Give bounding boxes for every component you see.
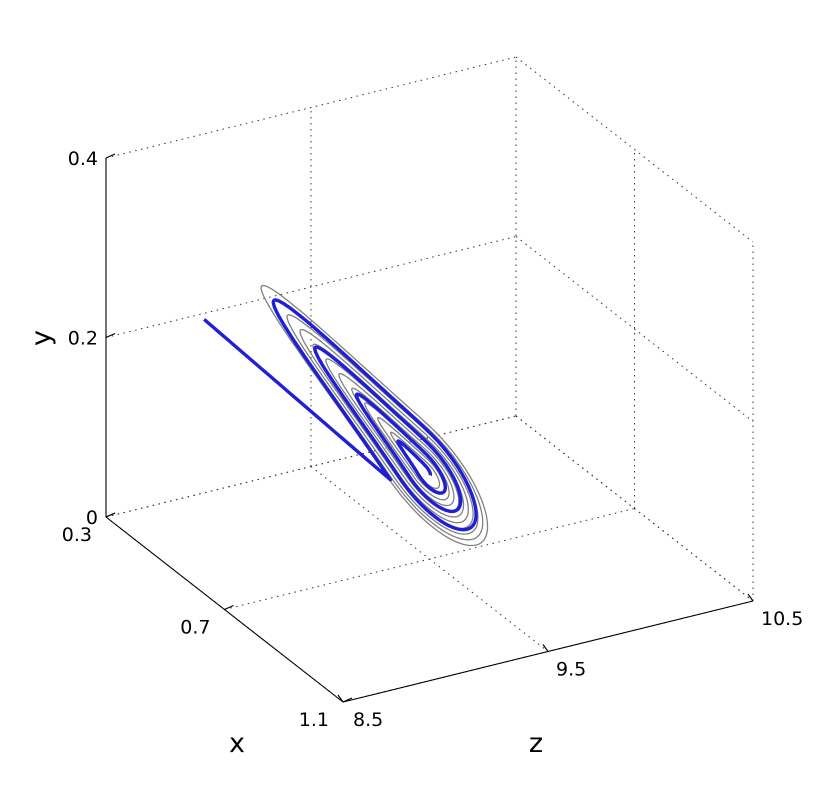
z-tick-mark (542, 644, 549, 652)
z-tick-label: 8.5 (353, 709, 383, 731)
grid-line-floor-z-2 (515, 415, 754, 602)
labels-layer: x z y 0 0.2 0.4 0.3 0.7 1.1 8.5 9.5 10.5 (26, 148, 803, 759)
z-axis-label: z (529, 728, 543, 759)
grid-line-back-y-2 (105, 56, 517, 159)
z-tick-label: 9.5 (556, 659, 586, 681)
x-axis-label: x (229, 728, 245, 759)
x-tick-mark (224, 604, 234, 611)
gray-trajectory-curve (299, 328, 474, 530)
grid-line-back-y-1 (105, 236, 517, 338)
y-tick-mark (105, 153, 116, 159)
z-tick-mark (747, 593, 754, 602)
x-tick-label: 0.7 (180, 617, 210, 639)
gray-trajectory-curve (260, 284, 489, 547)
grid-layer (105, 56, 754, 703)
grid-line-side-y-1 (515, 236, 754, 422)
grid-line-floor-z-1 (310, 466, 549, 652)
grid-line-side-y-2 (515, 56, 754, 243)
y-tick-mark (105, 332, 116, 339)
y-tick-label: 0 (86, 507, 98, 529)
x-tick-mark (342, 697, 353, 703)
z-tick-mark (337, 694, 344, 703)
blue-trajectory-curve (203, 298, 478, 532)
x-tick-mark (105, 512, 116, 518)
y-tick-label: 0.2 (68, 328, 98, 350)
y-axis-label: y (26, 330, 57, 346)
axes-layer (105, 153, 754, 703)
z-tick-label: 10.5 (761, 608, 803, 630)
data-layer (203, 284, 489, 547)
x-tick-label: 0.3 (62, 524, 92, 546)
y-tick-label: 0.4 (68, 148, 98, 170)
x-tick-label: 1.1 (299, 709, 329, 731)
